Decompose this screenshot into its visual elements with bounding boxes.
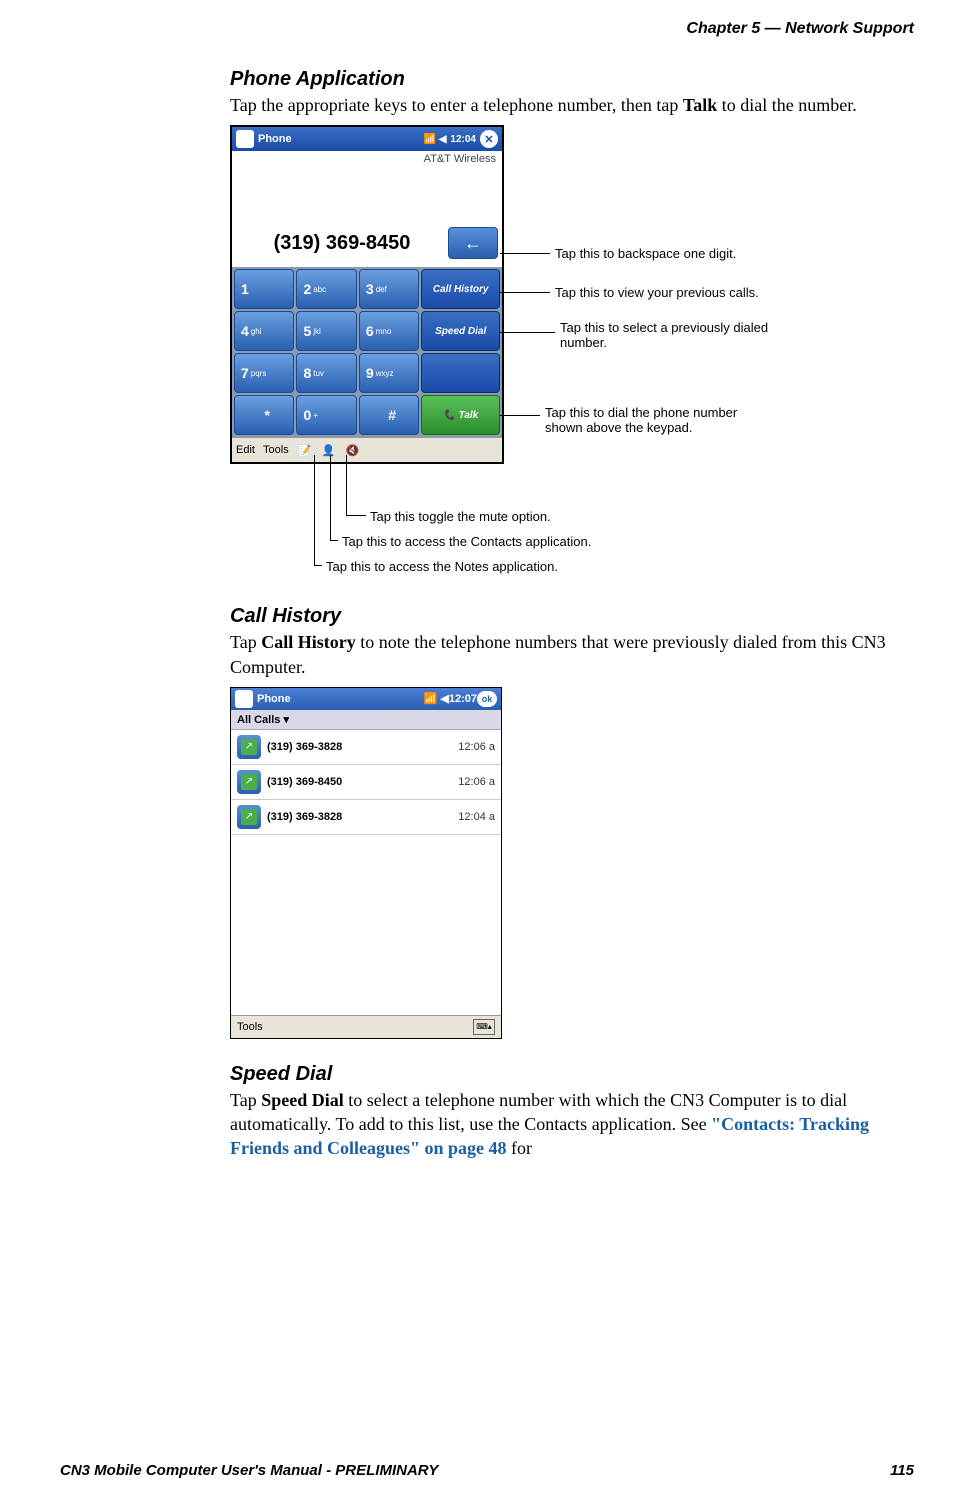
call-time: 12:06 a [458,741,495,753]
filter-dropdown[interactable]: All Calls ▾ [231,710,501,730]
page-number: 115 [890,1462,914,1479]
text: to dial the number. [717,95,856,115]
outgoing-call-icon: ↗ [241,739,257,755]
text-bold: Talk [683,95,717,115]
annot-notes: Tap this to access the Notes application… [326,559,558,574]
mute-icon[interactable]: 🔇 [345,442,361,458]
dialed-number: (319) 369-8450 [236,232,448,255]
annot-callhistory: Tap this to view your previous calls. [555,285,759,300]
text: Tap [230,1090,261,1110]
key-9[interactable]: 9wxyz [359,353,419,393]
close-icon[interactable]: ✕ [480,130,498,148]
section-phone-intro: Tap the appropriate keys to enter a tele… [230,93,894,117]
key-8[interactable]: 8tuv [296,353,356,393]
notes-icon[interactable]: 📝 [297,442,313,458]
call-row[interactable]: ↗ (319) 369-3828 12:06 a [231,730,501,765]
app-title: Phone [257,693,291,705]
blank-area [231,835,501,1015]
titlebar: ⊞ Phone 📶 ◀ 12:07 ok [231,688,501,710]
carrier-label: AT&T Wireless [232,151,502,173]
section-callhistory-intro: Tap Call History to note the telephone n… [230,630,894,679]
annot-mute: Tap this toggle the mute option. [370,509,551,524]
key-7[interactable]: 7pqrs [234,353,294,393]
footer-left: CN3 Mobile Computer User's Manual - PREL… [60,1462,438,1479]
text-bold: Speed Dial [261,1090,344,1110]
call-row[interactable]: ↗ (319) 369-8450 12:06 a [231,765,501,800]
call-number: (319) 369-3828 [267,811,458,823]
text: Tap [230,632,261,652]
contacts-icon[interactable]: 👤 [321,442,337,458]
talk-button[interactable]: 📞 Talk [421,395,500,435]
section-phone-title: Phone Application [230,68,894,91]
key-2[interactable]: 2abc [296,269,356,309]
call-time: 12:04 a [458,811,495,823]
text: for [507,1138,533,1158]
backspace-button[interactable]: ← [448,227,498,259]
key-star[interactable]: * [234,395,294,435]
key-5[interactable]: 5jkl [296,311,356,351]
text-bold: Call History [261,632,356,652]
annot-contacts: Tap this to access the Contacts applicat… [342,534,591,549]
signal-icon: 📶 ◀ [424,134,447,145]
clock: 12:04 [450,134,476,145]
chevron-down-icon: ▾ [283,714,289,726]
keypad: 1 2abc 3def Call History 4ghi 5jkl 6mno … [232,267,502,437]
clock: 12:07 [449,693,477,705]
chapter-header: Chapter 5 — Network Support [60,20,914,38]
key-3[interactable]: 3def [359,269,419,309]
call-number: (319) 369-8450 [267,776,458,788]
call-number: (319) 369-3828 [267,741,458,753]
menubar: Tools ⌨▴ [231,1015,501,1038]
call-history-window: ⊞ Phone 📶 ◀ 12:07 ok All Calls ▾ ↗ (319)… [230,687,502,1039]
call-time: 12:06 a [458,776,495,788]
call-history-button[interactable]: Call History [421,269,500,309]
key-4[interactable]: 4ghi [234,311,294,351]
section-speeddial-intro: Tap Speed Dial to select a telephone num… [230,1088,894,1161]
figure-phone-app: ⊞ Phone 📶 ◀ 12:04 ✕ AT&T Wireless (319) … [230,125,894,585]
app-title: Phone [258,133,292,145]
annot-backspace: Tap this to backspace one digit. [555,246,736,261]
signal-icon: 📶 ◀ [424,692,449,705]
menu-tools[interactable]: Tools [263,444,289,456]
start-icon[interactable]: ⊞ [236,130,254,148]
call-row[interactable]: ↗ (319) 369-3828 12:04 a [231,800,501,835]
menu-tools[interactable]: Tools [237,1021,263,1033]
key-pound[interactable]: # [359,395,419,435]
menu-edit[interactable]: Edit [236,444,255,456]
display-area [232,173,502,223]
page-footer: CN3 Mobile Computer User's Manual - PREL… [60,1462,914,1479]
speed-dial-button[interactable]: Speed Dial [421,311,500,351]
keyboard-icon[interactable]: ⌨▴ [473,1019,495,1035]
titlebar: ⊞ Phone 📶 ◀ 12:04 ✕ [232,127,502,151]
blank-side-button [421,353,500,393]
phone-app-window: ⊞ Phone 📶 ◀ 12:04 ✕ AT&T Wireless (319) … [230,125,504,464]
key-1[interactable]: 1 [234,269,294,309]
annot-talk: Tap this to dial the phone number shown … [545,405,775,435]
text: Tap the appropriate keys to enter a tele… [230,95,683,115]
start-icon[interactable]: ⊞ [235,690,253,708]
section-speeddial-title: Speed Dial [230,1063,894,1086]
menubar: Edit Tools 📝 👤 🔇 [232,437,502,462]
annot-speeddial: Tap this to select a previously dialed n… [560,320,770,350]
ok-button[interactable]: ok [477,691,497,707]
key-0[interactable]: 0+ [296,395,356,435]
outgoing-call-icon: ↗ [241,809,257,825]
outgoing-call-icon: ↗ [241,774,257,790]
key-6[interactable]: 6mno [359,311,419,351]
section-callhistory-title: Call History [230,605,894,628]
